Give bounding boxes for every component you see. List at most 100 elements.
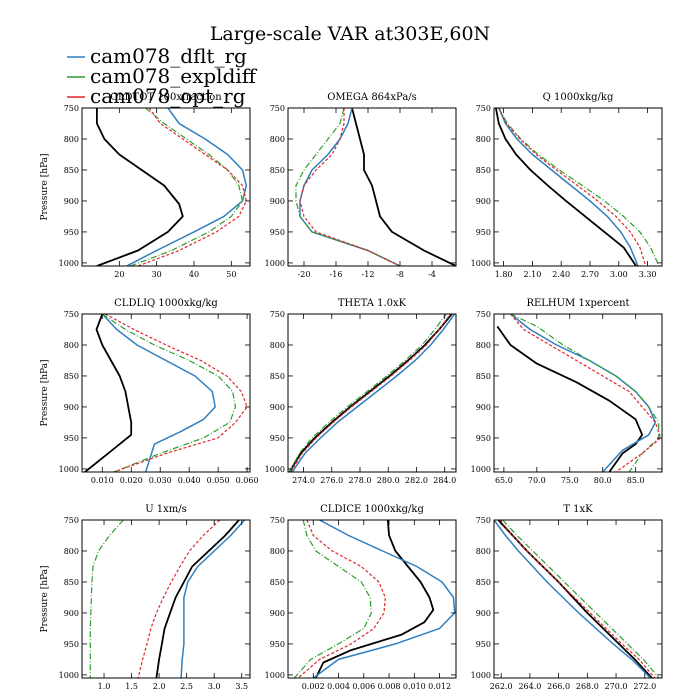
y-tick-label: 750	[64, 310, 79, 319]
x-tick-label: 1.5	[125, 682, 138, 691]
series-line-opt	[290, 314, 451, 472]
series-group	[293, 520, 456, 678]
y-tick-label: 1000	[471, 465, 491, 474]
y-tick-label: 750	[476, 516, 491, 525]
y-tick-label: 1000	[471, 259, 491, 268]
series-line-dflt	[126, 108, 248, 266]
x-tick-label: 2.10	[523, 270, 541, 279]
panel-title: CLDTOT 100xfraction	[110, 92, 222, 103]
x-tick-label: 3.00	[610, 270, 628, 279]
y-tick-label: 1000	[59, 465, 79, 474]
series-line-opt	[137, 520, 221, 678]
x-tick-label: 65.0	[495, 476, 513, 485]
plot-frame	[287, 313, 457, 473]
y-tick-label: 950	[64, 228, 79, 237]
panel-title: OMEGA 864xPa/s	[327, 92, 417, 103]
series-line-obs	[351, 108, 456, 266]
y-tick-label: 900	[476, 197, 491, 206]
x-tick-label: 3.0	[208, 682, 221, 691]
y-tick-label: 900	[476, 609, 491, 618]
x-tick-label: 0.006	[352, 682, 375, 691]
panel-title: CLDLIQ 1000xkg/kg	[114, 298, 218, 309]
series-line-dflt	[498, 108, 639, 266]
y-tick-label: 850	[270, 372, 285, 381]
series-line-dflt	[101, 314, 216, 472]
series-line-dflt	[291, 314, 456, 472]
y-tick-label: 750	[270, 516, 285, 525]
panel-7: CLDICE 1000xkg/kg 750 800 850 900 950 1000 0.00…	[265, 504, 457, 691]
y-tick-label: 900	[270, 609, 285, 618]
panel-2: Q 1000xkg/kg 750 800 850 900 950 1000 1.80 2.10 2…	[471, 92, 663, 279]
x-tick-label: 0.050	[207, 476, 230, 485]
x-tick-label: 1.0	[98, 682, 111, 691]
legend-label-opt: cam078_opt_rg	[90, 84, 246, 108]
y-tick-label: 950	[270, 434, 285, 443]
plot-frame	[81, 107, 251, 267]
y-axis-label: Pressure [hPa]	[40, 153, 50, 220]
panel-grid: CLDTOT 100xfraction Pressure [hPa] 750 800 8…	[40, 92, 663, 691]
y-tick-label: 750	[476, 104, 491, 113]
plot-frame	[81, 519, 251, 679]
x-tick-label: 2.40	[552, 270, 570, 279]
x-tick-label: 2.5	[180, 682, 193, 691]
y-tick-label: 950	[270, 228, 285, 237]
legend: cam078_dflt_rg cam078_expldiff cam078_op…	[67, 44, 258, 108]
x-tick-label: 40	[189, 270, 199, 279]
series-line-obs	[96, 108, 184, 266]
series-line-obs	[155, 520, 240, 678]
y-tick-label: 750	[270, 310, 285, 319]
y-axis-label: Pressure [hPa]	[40, 359, 50, 426]
series-line-opt	[104, 314, 248, 472]
series-line-expl	[293, 520, 372, 678]
series-line-obs	[84, 314, 133, 472]
series-line-expl	[288, 314, 447, 472]
panel-4: THETA 1.0xK 750 800 850 900 950 1000 274.0 276.0…	[265, 298, 457, 485]
x-tick-label: 262.0	[490, 682, 513, 691]
x-tick-label: -20	[298, 270, 311, 279]
x-tick-label: 0.010	[91, 476, 114, 485]
panel-title: U 1xm/s	[145, 504, 187, 515]
series-group	[96, 108, 248, 266]
x-tick-label: 80.0	[594, 476, 612, 485]
y-tick-label: 1000	[265, 671, 285, 680]
panel-title: CLDICE 1000xkg/kg	[320, 504, 424, 515]
y-tick-label: 900	[270, 403, 285, 412]
series-group	[494, 520, 660, 678]
y-tick-label: 750	[270, 104, 285, 113]
series-group	[295, 108, 456, 266]
x-tick-label: 266.0	[547, 682, 570, 691]
x-tick-label: -4	[428, 270, 436, 279]
series-line-opt	[498, 108, 647, 266]
x-tick-label: 2.0	[153, 682, 166, 691]
figure-title: Large-scale VAR at303E,60N	[210, 23, 490, 45]
x-tick-label: 0.008	[378, 682, 401, 691]
y-tick-label: 950	[476, 434, 491, 443]
series-line-dflt	[180, 520, 246, 678]
y-tick-label: 800	[270, 341, 285, 350]
legend-label-dflt: cam078_dflt_rg	[90, 44, 247, 68]
y-tick-label: 950	[270, 640, 285, 649]
y-tick-label: 1000	[265, 465, 285, 474]
x-tick-label: 268.0	[576, 682, 599, 691]
panel-8: T 1xK 750 800 850 900 950 1000 262.0 264.0 266.0 2…	[471, 504, 663, 691]
y-tick-label: 900	[476, 403, 491, 412]
series-group	[89, 520, 246, 678]
x-tick-label: 270.0	[605, 682, 628, 691]
plot-frame	[493, 107, 663, 267]
x-tick-label: 0.010	[403, 682, 426, 691]
x-tick-label: 3.5	[235, 682, 248, 691]
x-tick-label: -16	[330, 270, 343, 279]
y-tick-label: 800	[476, 135, 491, 144]
y-tick-label: 800	[64, 135, 79, 144]
y-axis-label: Pressure [hPa]	[40, 565, 50, 632]
series-line-dflt	[494, 520, 652, 678]
series-line-expl	[510, 314, 660, 472]
x-tick-label: 85.0	[627, 476, 645, 485]
y-tick-label: 750	[476, 310, 491, 319]
series-line-obs	[497, 520, 653, 678]
series-line-dflt	[510, 314, 657, 472]
y-tick-label: 750	[64, 516, 79, 525]
series-line-opt	[297, 520, 386, 678]
x-tick-label: 0.020	[120, 476, 143, 485]
x-tick-label: 274.0	[292, 476, 315, 485]
